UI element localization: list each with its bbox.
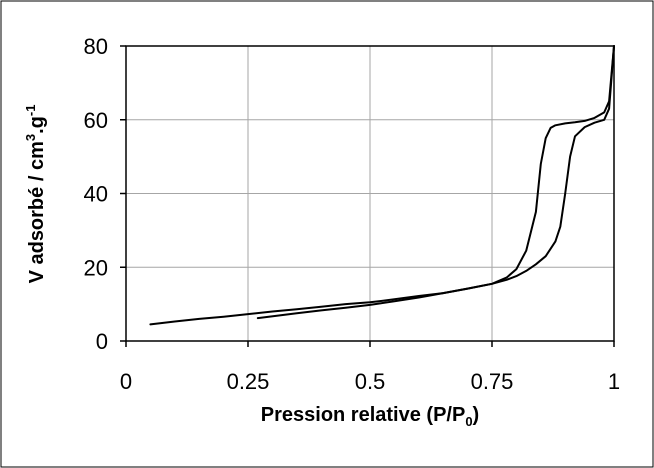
y-axis-title: V adsorbé / cm3.g-1 (23, 105, 48, 284)
series-line-2 (256, 45, 615, 320)
x-axis-title-subscript: 0 (465, 414, 472, 429)
y-tick-labels: 0 20 40 60 80 (84, 34, 108, 354)
axis-ticks (120, 45, 615, 347)
y-tick-label: 60 (84, 108, 108, 133)
x-tick-labels: 0 0.25 0.5 0.75 1 (120, 369, 620, 394)
x-tick-label: 1 (608, 369, 620, 394)
x-tick-label: 0.25 (227, 369, 270, 394)
x-axis-title-main: Pression relative (P/P (261, 404, 466, 426)
y-tick-label: 20 (84, 255, 108, 280)
series-line-1 (149, 45, 615, 326)
y-axis-title-superscript-1: 3 (23, 134, 38, 141)
x-tick-label: 0.5 (355, 369, 386, 394)
series (149, 45, 615, 326)
x-tick-label: 0 (120, 369, 132, 394)
y-axis-title-main: V adsorbé / cm (26, 141, 48, 283)
y-axis-title-mid: .g (26, 116, 48, 134)
y-tick-label: 40 (84, 182, 108, 207)
y-tick-label: 0 (96, 329, 108, 354)
x-axis-title: Pression relative (P/P0) (261, 404, 479, 429)
y-axis-title-superscript-2: -1 (23, 105, 38, 117)
x-axis-title-end: ) (473, 404, 480, 426)
y-tick-label: 80 (84, 34, 108, 59)
x-tick-label: 0.75 (471, 369, 514, 394)
